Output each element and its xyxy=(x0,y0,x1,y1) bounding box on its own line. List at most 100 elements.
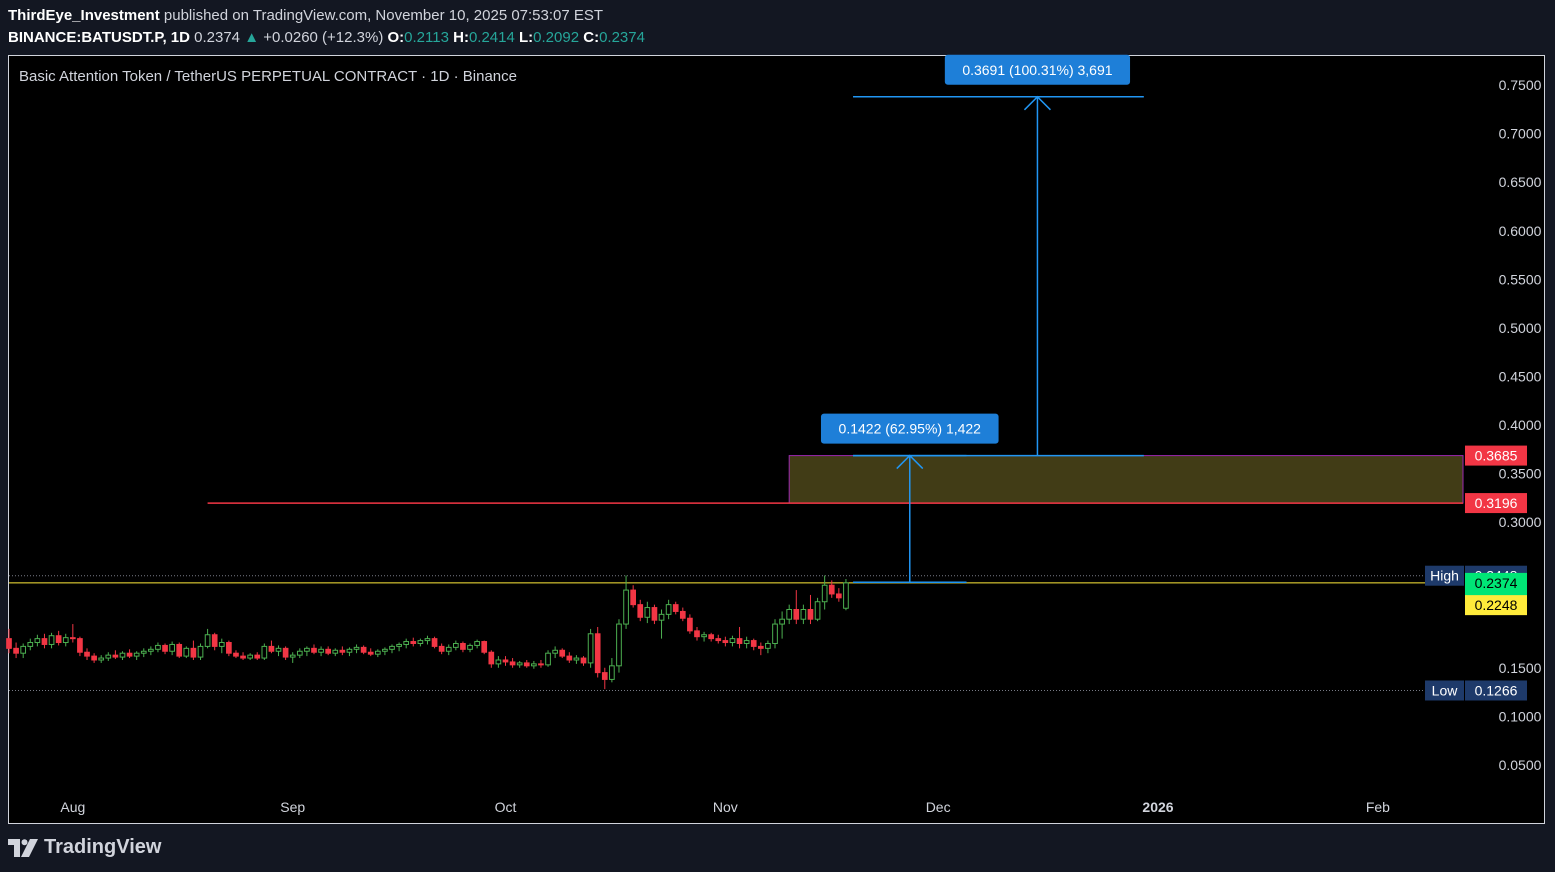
candle-body xyxy=(148,648,154,652)
candle-body xyxy=(183,647,190,657)
measure-2-label: 0.3691 (100.31%) 3,691 xyxy=(962,62,1112,78)
measure-1-label: 0.1422 (62.95%) 1,422 xyxy=(839,421,982,437)
close-label: C: xyxy=(583,29,600,46)
footer-brand[interactable]: TradingView xyxy=(8,836,161,859)
candle-body xyxy=(261,645,268,659)
candle-body xyxy=(679,610,686,619)
candle-body xyxy=(722,640,729,644)
candle-body xyxy=(701,634,707,638)
candle-body xyxy=(389,645,395,650)
supply-zone xyxy=(788,455,1464,504)
y-tick-label: 0.0500 xyxy=(1499,757,1542,773)
candle-body xyxy=(396,643,402,647)
candle-body xyxy=(481,641,488,653)
x-tick-label: Dec xyxy=(926,799,951,815)
candle-body xyxy=(204,634,211,647)
candle-body xyxy=(672,604,679,612)
zone-top-badge xyxy=(1465,445,1527,466)
candle-body xyxy=(417,640,424,644)
author-name[interactable]: ThirdEye_Investment xyxy=(8,7,160,24)
measure-2-arrow-head-icon xyxy=(1023,95,1051,111)
x-tick-label: Aug xyxy=(60,799,85,815)
zone-bottom-badge xyxy=(1465,493,1527,514)
candle-body xyxy=(538,663,544,666)
candle-body xyxy=(594,633,601,674)
candle-body xyxy=(545,652,551,666)
candle-body xyxy=(268,645,275,652)
publish-info: published on TradingView.com, November 1… xyxy=(163,7,604,24)
candle-body xyxy=(601,672,608,680)
candle-body xyxy=(779,618,785,625)
candle-body xyxy=(176,643,183,657)
high-label: H: xyxy=(453,29,469,46)
candle-body xyxy=(339,649,346,653)
candle-body xyxy=(133,652,140,657)
candle-body xyxy=(559,649,566,657)
candle-body xyxy=(715,638,722,642)
candle-body xyxy=(197,645,204,658)
candle-body xyxy=(77,638,83,653)
candle-body xyxy=(41,638,48,645)
up-arrow-icon: ▲ xyxy=(244,29,260,46)
close-value: 0.2374 xyxy=(599,29,645,46)
candle-body xyxy=(786,609,793,620)
x-tick-label: Sep xyxy=(280,799,305,815)
candle-body xyxy=(580,657,587,664)
candle-body xyxy=(836,593,842,599)
candle-body xyxy=(616,623,622,667)
y-tick-label: 0.7000 xyxy=(1499,126,1542,142)
candle-body xyxy=(523,662,530,667)
candle-body xyxy=(155,644,161,650)
candle-body xyxy=(126,652,133,657)
zone-bottom-badge-text: 0.3196 xyxy=(1475,495,1518,511)
candle-body xyxy=(13,647,19,654)
candle-body xyxy=(98,657,105,661)
candle-body xyxy=(119,652,126,658)
high-badge-tag-text: High xyxy=(1430,568,1459,584)
measure-2-label-box xyxy=(944,54,1131,85)
candle-body xyxy=(296,650,303,656)
candle-body xyxy=(382,648,388,652)
candle-body xyxy=(573,657,580,661)
candle-body xyxy=(467,644,473,650)
candle-body xyxy=(495,659,502,665)
symbol-name[interactable]: BINANCE:BATUSDT.P, 1D xyxy=(8,29,190,46)
y-tick-label: 0.5500 xyxy=(1499,271,1542,287)
x-tick-label: Oct xyxy=(495,799,517,815)
candle-body xyxy=(474,641,480,646)
candle-body xyxy=(630,589,636,606)
low-badge xyxy=(1465,680,1527,701)
candle-body xyxy=(62,637,69,644)
x-tick-label: Nov xyxy=(713,799,738,815)
candle-body xyxy=(226,642,232,654)
y-tick-label: 0.6000 xyxy=(1499,223,1542,239)
candle-body xyxy=(609,665,615,680)
candle-body xyxy=(27,642,34,647)
candle-body xyxy=(445,646,452,652)
candle-body xyxy=(6,638,12,649)
candle-body xyxy=(162,644,168,652)
candle-body xyxy=(20,645,27,654)
candle-body xyxy=(140,650,147,654)
candle-body xyxy=(325,648,332,654)
candle-body xyxy=(438,645,445,652)
candle-body xyxy=(218,642,225,647)
current-price-badge-text: 0.2374 xyxy=(1475,575,1518,591)
candle-body xyxy=(488,651,495,665)
low-label: L: xyxy=(519,29,534,46)
candle-body xyxy=(282,647,289,658)
candle-body xyxy=(509,661,516,666)
candle-body xyxy=(211,634,218,647)
candle-body xyxy=(793,609,800,620)
candle-body xyxy=(552,649,558,654)
candle-body xyxy=(69,637,76,640)
candle-body xyxy=(410,641,417,644)
candle-body xyxy=(112,654,119,658)
candle-body xyxy=(587,633,594,664)
x-tick-label: Feb xyxy=(1366,799,1390,815)
candle-body xyxy=(353,646,360,650)
y-tick-label: 0.1500 xyxy=(1499,660,1542,676)
candle-body xyxy=(460,642,466,650)
chart-frame[interactable] xyxy=(8,55,1545,824)
